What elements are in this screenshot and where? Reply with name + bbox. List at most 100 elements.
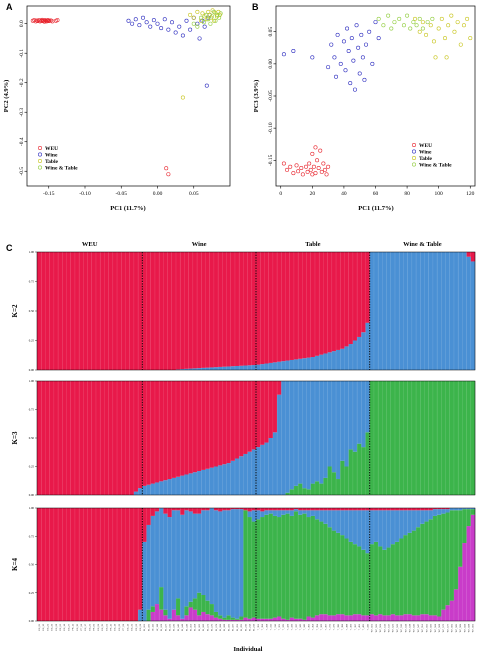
structure-k4-plot: 1.00 0.75 0.50 0.25 0.00 K=4 <box>11 506 476 623</box>
individual-label: T_325 <box>283 623 285 630</box>
ancestry-bar-segment <box>125 252 130 370</box>
x-tick-label: 100 <box>435 191 444 197</box>
ancestry-bar-segment <box>251 381 257 450</box>
x-tick-label: 40 <box>341 191 347 197</box>
ancestry-bar-segment <box>458 566 463 621</box>
ancestry-bar-segment <box>209 367 215 370</box>
ancestry-bar-segment <box>209 508 215 605</box>
data-point <box>468 36 473 41</box>
y-tick-label: 1.00 <box>29 250 35 254</box>
ancestry-bar-segment <box>58 381 63 495</box>
individual-label: W_201 <box>237 623 239 631</box>
ancestry-bar-segment <box>310 381 316 484</box>
individual-label: FR_15 <box>111 623 113 630</box>
data-point <box>204 17 209 22</box>
data-point <box>412 16 417 21</box>
ancestry-bar-segment <box>74 508 80 621</box>
ancestry-bar-segment <box>218 508 223 512</box>
ancestry-bar-segment <box>390 510 396 545</box>
panel-c-letter: C <box>6 243 13 253</box>
ancestry-bar-segment <box>272 432 278 495</box>
data-point <box>465 16 470 21</box>
ancestry-bar-segment <box>272 381 278 433</box>
ancestry-bar-segment <box>399 381 404 495</box>
ancestry-bar-segment <box>70 381 76 495</box>
ancestry-bar-segment <box>83 381 88 495</box>
ancestry-bar-segment <box>222 252 227 367</box>
panel-a-x-axis-label: PC1 (11.7%) <box>110 205 145 212</box>
ancestry-bar-segment <box>37 252 42 370</box>
ancestry-bar-segment <box>336 349 341 370</box>
ancestry-bar-segment <box>159 481 164 495</box>
ancestry-bar-segment <box>348 615 354 621</box>
ancestry-bar-segment <box>256 510 261 520</box>
data-point <box>184 18 189 23</box>
individual-label: WT_577 <box>447 623 449 632</box>
ancestry-bar-segment <box>239 365 244 370</box>
ancestry-bar-segment <box>310 357 316 370</box>
ancestry-bar-segment <box>357 252 362 337</box>
ancestry-bar-segment <box>445 605 450 621</box>
ancestry-bar-segment <box>188 508 193 512</box>
ancestry-bar-segment <box>441 609 446 621</box>
ancestry-bar-segment <box>226 463 231 495</box>
ancestry-bar-segment <box>175 369 181 370</box>
ancestry-bar-segment <box>293 618 299 621</box>
individual-label: W_136 <box>174 623 176 631</box>
ancestry-bar-segment <box>302 358 307 370</box>
legend-entry: WEU <box>45 146 58 152</box>
y-tick-label: 0.0 <box>19 20 25 27</box>
ancestry-bar-segment <box>424 508 429 511</box>
ancestry-bar-segment <box>184 252 189 369</box>
ancestry-bar-segment <box>285 492 290 495</box>
individual-label: W_153 <box>191 623 193 631</box>
ancestry-bar-segment <box>411 508 417 511</box>
individual-label: W_158 <box>195 623 197 631</box>
ancestry-bar-segment <box>445 508 450 510</box>
panel-b-letter: B <box>252 2 259 12</box>
individual-label: WT_598 <box>468 623 470 632</box>
ancestry-bar-segment <box>310 508 316 511</box>
ancestry-bar-segment <box>344 381 349 467</box>
ancestry-bar-segment <box>146 252 151 370</box>
ancestry-bar-segment <box>373 541 379 616</box>
data-point <box>291 171 296 176</box>
ancestry-bar-segment <box>138 508 143 610</box>
ancestry-bar-segment <box>302 510 307 514</box>
ancestry-bar-segment <box>226 615 231 620</box>
data-point <box>159 26 164 31</box>
data-point <box>341 39 346 44</box>
data-point <box>209 14 214 19</box>
ancestry-bar-segment <box>213 510 219 612</box>
ancestry-bar-segment <box>230 366 236 370</box>
ancestry-bar-segment <box>264 363 269 370</box>
ancestry-bar-segment <box>314 252 320 356</box>
individual-label: W_112 <box>153 623 155 631</box>
ancestry-bar-segment <box>470 261 476 370</box>
data-point <box>321 161 326 166</box>
ancestry-bar-segment <box>327 252 332 353</box>
ancestry-bar-segment <box>416 615 421 621</box>
ancestry-bar-segment <box>268 513 273 619</box>
ancestry-bar-segment <box>331 530 337 616</box>
individual-label: T_354 <box>313 623 315 630</box>
ancestry-bar-segment <box>432 509 438 516</box>
ancestry-bar-segment <box>125 508 130 621</box>
data-point <box>436 26 441 31</box>
ancestry-bar-segment <box>357 381 362 444</box>
ancestry-bar-segment <box>424 252 429 370</box>
ancestry-bar-segment <box>138 381 143 489</box>
ancestry-bar-segment <box>420 523 425 615</box>
ancestry-bar-segment <box>420 508 425 511</box>
panel-b-x-ticks: 0 20 40 60 80 100 120 <box>279 186 475 197</box>
individual-label: W_166 <box>203 623 205 631</box>
ancestry-bar-segment <box>180 475 185 495</box>
ancestry-bar-segment <box>357 336 362 370</box>
ancestry-bar-segment <box>302 381 307 489</box>
individual-label: WT_594 <box>464 623 466 632</box>
ancestry-bar-segment <box>159 587 164 610</box>
ancestry-bar-segment <box>310 510 316 516</box>
data-point <box>206 17 211 22</box>
ancestry-bar-segment <box>449 252 455 370</box>
ancestry-bar-segment <box>142 381 147 486</box>
